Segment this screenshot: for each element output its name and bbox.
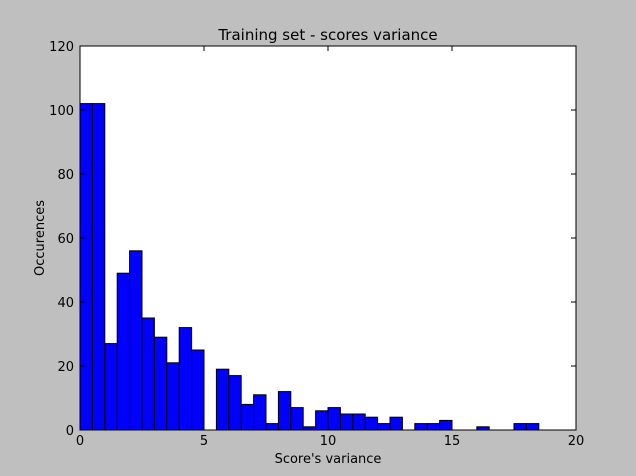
histogram-bar — [525, 423, 540, 431]
histogram-bar — [79, 103, 93, 431]
histogram-bar — [253, 394, 267, 431]
x-tick-label: 10 — [320, 434, 337, 449]
histogram-bar — [439, 419, 453, 431]
y-tick-label: 120 — [49, 40, 74, 55]
y-tick-label: 100 — [49, 104, 74, 119]
histogram-bar — [141, 317, 155, 431]
x-tick-label: 0 — [76, 434, 84, 449]
histogram-bar — [389, 416, 403, 431]
histogram-bar — [116, 272, 131, 431]
histogram-bar — [91, 103, 106, 431]
x-axis-label: Score's variance — [275, 452, 382, 467]
histogram-bar — [290, 407, 304, 431]
histogram-bar — [277, 391, 292, 431]
y-tick-label: 40 — [57, 296, 74, 311]
histogram-bar — [129, 250, 143, 431]
histogram-bar — [265, 423, 279, 431]
histogram-bar — [240, 403, 255, 431]
chart-title: Training set - scores variance — [217, 26, 437, 44]
y-tick-label: 20 — [57, 360, 74, 375]
y-tick-label: 0 — [66, 424, 74, 439]
histogram-bar — [104, 343, 118, 431]
ticks: 0 5 10 15 20 0 20 40 60 80 100 120 — [49, 40, 584, 449]
y-axis-label: Occurences — [33, 200, 48, 276]
histogram-bar — [315, 410, 329, 431]
histogram-bar — [352, 413, 366, 431]
histogram-bar — [191, 349, 205, 431]
x-tick-label: 5 — [200, 434, 208, 449]
histogram-bar — [153, 336, 168, 431]
histogram-bar — [414, 423, 428, 431]
bars — [79, 103, 540, 431]
histogram-bar — [339, 413, 354, 431]
y-tick-label: 60 — [57, 232, 74, 247]
histogram-bar — [377, 423, 391, 431]
histogram-bar — [228, 375, 242, 431]
histogram-bar — [513, 423, 527, 431]
histogram-bar — [364, 416, 379, 431]
x-tick-label: 15 — [444, 434, 461, 449]
histogram-bar — [426, 423, 441, 431]
histogram-bar — [178, 327, 193, 431]
histogram-bar — [166, 362, 180, 431]
histogram-bar — [215, 368, 230, 431]
y-tick-label: 80 — [57, 168, 74, 183]
x-tick-label: 20 — [568, 434, 585, 449]
histogram-bar — [327, 407, 341, 431]
